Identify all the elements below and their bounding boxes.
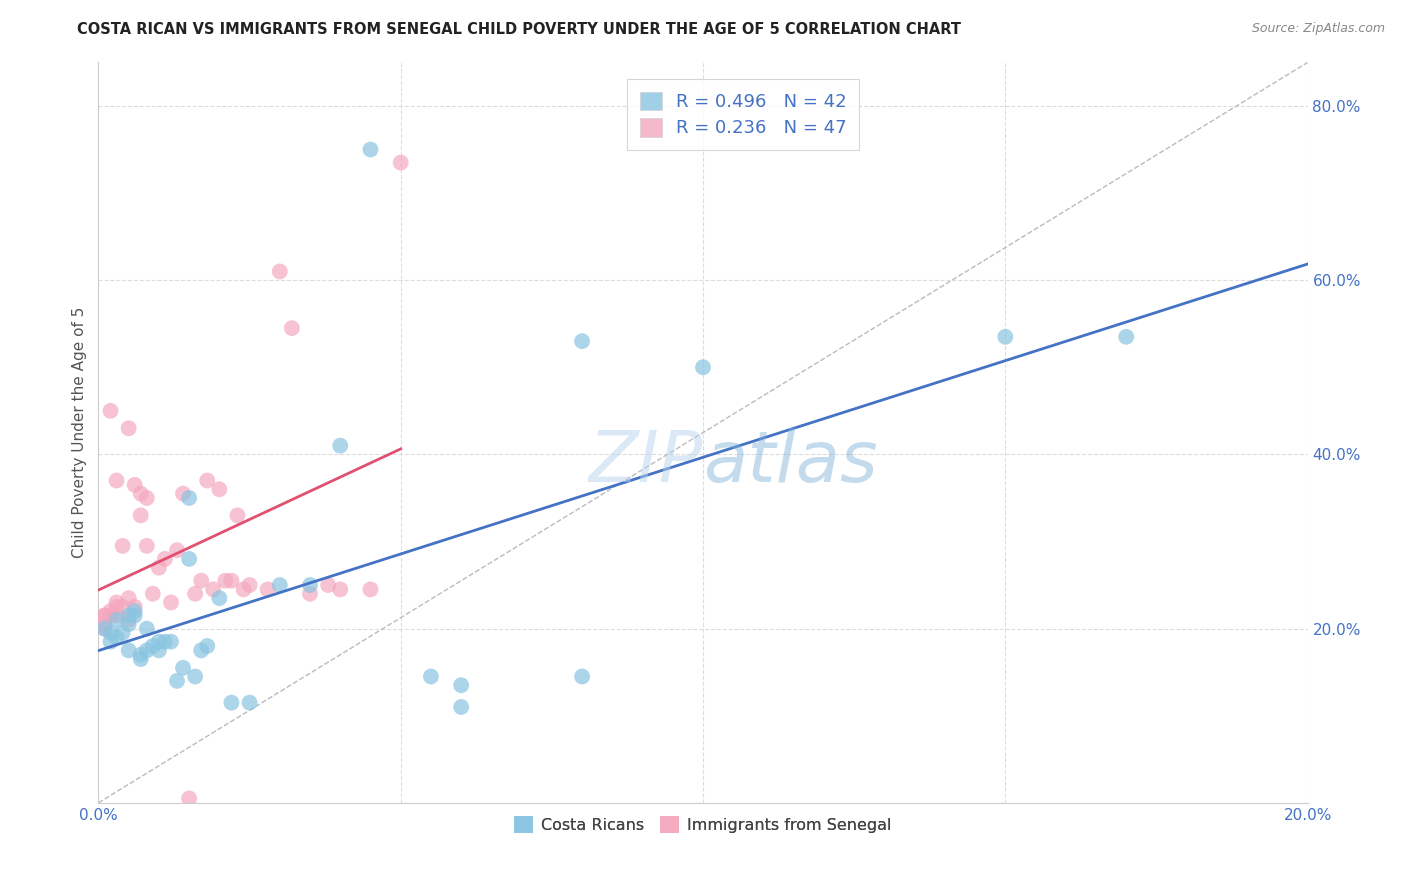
Point — [420, 669, 443, 683]
Point — [142, 587, 165, 601]
Point — [299, 587, 322, 601]
Point — [994, 330, 1017, 344]
Point — [389, 155, 412, 169]
Point — [129, 486, 152, 500]
Point — [190, 574, 212, 588]
Point — [105, 474, 128, 488]
Point — [100, 634, 122, 648]
Point — [299, 578, 322, 592]
Point — [172, 486, 194, 500]
Point — [93, 608, 115, 623]
Legend: Costa Ricans, Immigrants from Senegal: Costa Ricans, Immigrants from Senegal — [508, 810, 898, 839]
Point — [118, 613, 141, 627]
Point — [105, 608, 128, 623]
Point — [571, 669, 593, 683]
Text: ZIP: ZIP — [589, 428, 703, 497]
Point — [148, 643, 170, 657]
Point — [269, 578, 291, 592]
Point — [135, 643, 157, 657]
Point — [256, 582, 278, 597]
Point — [269, 264, 291, 278]
Point — [450, 678, 472, 692]
Point — [160, 634, 183, 648]
Point — [111, 539, 134, 553]
Point — [124, 608, 146, 623]
Point — [129, 508, 152, 523]
Point — [118, 608, 141, 623]
Point — [232, 582, 254, 597]
Point — [179, 491, 201, 505]
Point — [360, 143, 382, 157]
Point — [118, 617, 141, 632]
Point — [316, 578, 339, 592]
Text: COSTA RICAN VS IMMIGRANTS FROM SENEGAL CHILD POVERTY UNDER THE AGE OF 5 CORRELAT: COSTA RICAN VS IMMIGRANTS FROM SENEGAL C… — [77, 22, 962, 37]
Point — [160, 595, 183, 609]
Point — [179, 552, 201, 566]
Point — [221, 696, 243, 710]
Point — [184, 669, 207, 683]
Point — [105, 630, 128, 644]
Point — [1115, 330, 1137, 344]
Point — [105, 599, 128, 614]
Point — [214, 574, 236, 588]
Y-axis label: Child Poverty Under the Age of 5: Child Poverty Under the Age of 5 — [72, 307, 87, 558]
Point — [135, 622, 157, 636]
Point — [148, 560, 170, 574]
Point — [208, 591, 231, 606]
Point — [93, 608, 115, 623]
Point — [153, 552, 176, 566]
Point — [329, 439, 352, 453]
Point — [166, 673, 188, 688]
Point — [208, 482, 231, 496]
Point — [124, 599, 146, 614]
Point — [105, 613, 128, 627]
Point — [129, 648, 152, 662]
Point — [100, 608, 122, 623]
Point — [118, 421, 141, 435]
Point — [571, 334, 593, 348]
Text: Source: ZipAtlas.com: Source: ZipAtlas.com — [1251, 22, 1385, 36]
Point — [450, 700, 472, 714]
Point — [100, 626, 122, 640]
Point — [281, 321, 304, 335]
Point — [202, 582, 225, 597]
Point — [135, 491, 157, 505]
Point — [100, 604, 122, 618]
Point — [93, 622, 115, 636]
Point — [329, 582, 352, 597]
Point — [118, 591, 141, 606]
Point — [124, 478, 146, 492]
Point — [111, 626, 134, 640]
Point — [93, 622, 115, 636]
Point — [166, 543, 188, 558]
Point — [221, 574, 243, 588]
Point — [111, 599, 134, 614]
Point — [172, 661, 194, 675]
Point — [105, 595, 128, 609]
Point — [184, 587, 207, 601]
Text: atlas: atlas — [703, 428, 877, 497]
Point — [148, 634, 170, 648]
Point — [142, 639, 165, 653]
Point — [100, 404, 122, 418]
Point — [239, 578, 262, 592]
Point — [135, 539, 157, 553]
Point — [124, 604, 146, 618]
Point — [153, 634, 176, 648]
Point — [239, 696, 262, 710]
Point — [190, 643, 212, 657]
Point — [226, 508, 249, 523]
Point — [179, 791, 201, 805]
Point — [118, 643, 141, 657]
Point — [93, 617, 115, 632]
Point — [129, 652, 152, 666]
Point — [195, 639, 218, 653]
Point — [360, 582, 382, 597]
Point — [692, 360, 714, 375]
Point — [195, 474, 218, 488]
